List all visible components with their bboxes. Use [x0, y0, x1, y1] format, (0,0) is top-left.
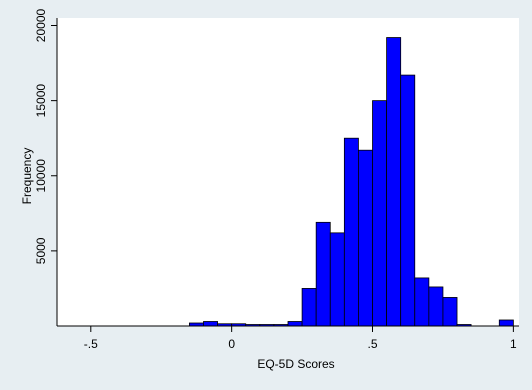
histogram-bar [400, 74, 416, 327]
x-tick-label: 0 [228, 337, 235, 351]
y-tick-label: 15000 [34, 84, 48, 118]
histogram-bar [358, 149, 373, 327]
x-tick-label: 1 [510, 337, 517, 351]
histogram-bar [301, 288, 317, 327]
y-axis: 5000 10000 15000 20000 [34, 9, 58, 326]
histogram-bar [287, 321, 303, 327]
y-tick-label: 10000 [34, 159, 48, 193]
histogram-bar [203, 321, 218, 327]
histogram-bar [414, 277, 430, 327]
plot-area [57, 18, 519, 326]
bars-group [188, 37, 514, 327]
y-tick-label: 5000 [34, 237, 48, 264]
x-axis: -.5 0 .5 1 [57, 325, 519, 351]
histogram-bar [315, 221, 331, 327]
y-tick-label: 20000 [34, 9, 48, 43]
histogram-bar [372, 100, 388, 327]
histogram-bar [329, 232, 345, 327]
x-tick-label: -.5 [84, 337, 98, 351]
histogram-bar [428, 286, 444, 327]
histogram-bar [386, 37, 402, 327]
x-tick-label: .5 [368, 337, 378, 351]
histogram-bar [343, 137, 359, 327]
y-axis-title: Frequency [20, 148, 34, 205]
x-axis-title: EQ-5D Scores [257, 357, 334, 371]
histogram-bar [498, 319, 514, 327]
histogram-bar [442, 297, 458, 327]
